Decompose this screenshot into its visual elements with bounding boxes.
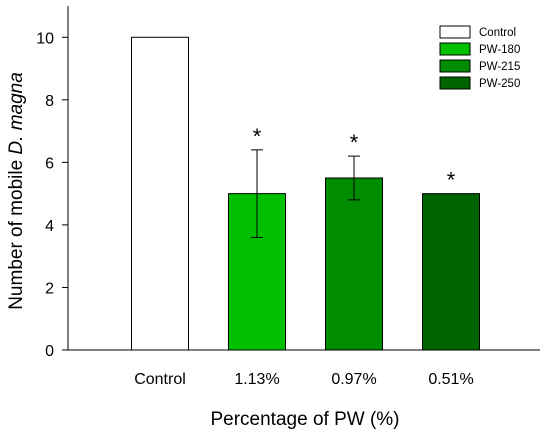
- x-tick-label: 0.97%: [331, 371, 376, 388]
- axes: 0 2 4 6 8 10 Control 1.13% 0.97% 0.51%: [36, 6, 540, 388]
- y-axis-title-prefix: Number of mobile: [6, 155, 27, 310]
- y-tick-label: 2: [45, 280, 54, 297]
- y-tick-label: 8: [45, 93, 54, 110]
- bars: * * *: [131, 36, 480, 351]
- legend-label: PW-250: [479, 78, 520, 90]
- y-tick-label: 0: [45, 343, 54, 360]
- legend-label: PW-180: [479, 44, 520, 56]
- legend-swatch: [439, 59, 471, 73]
- bar: [131, 36, 189, 351]
- legend: Control PW-180 PW-215 PW-250: [439, 25, 520, 90]
- significance-marker: *: [350, 130, 359, 155]
- x-tick-label: 1.13%: [234, 371, 279, 388]
- significance-marker: *: [447, 168, 456, 193]
- legend-swatch: [439, 76, 471, 90]
- legend-swatch: [439, 42, 471, 56]
- x-axis-title: Percentage of PW (%): [210, 409, 399, 430]
- x-tick-label: 0.51%: [428, 371, 473, 388]
- legend-swatch: [439, 25, 471, 39]
- y-tick-label: 4: [45, 218, 54, 235]
- y-tick-label: 6: [45, 155, 54, 172]
- y-axis-title-italic: D. magna: [6, 72, 27, 154]
- legend-label: PW-215: [479, 61, 520, 73]
- legend-label: Control: [479, 27, 516, 39]
- y-axis-title: Number of mobile D. magna: [6, 72, 27, 310]
- bar: [325, 177, 383, 351]
- significance-marker: *: [253, 124, 262, 149]
- bar: [422, 193, 480, 351]
- y-tick-label: 10: [36, 30, 54, 47]
- x-tick-label: Control: [134, 371, 186, 388]
